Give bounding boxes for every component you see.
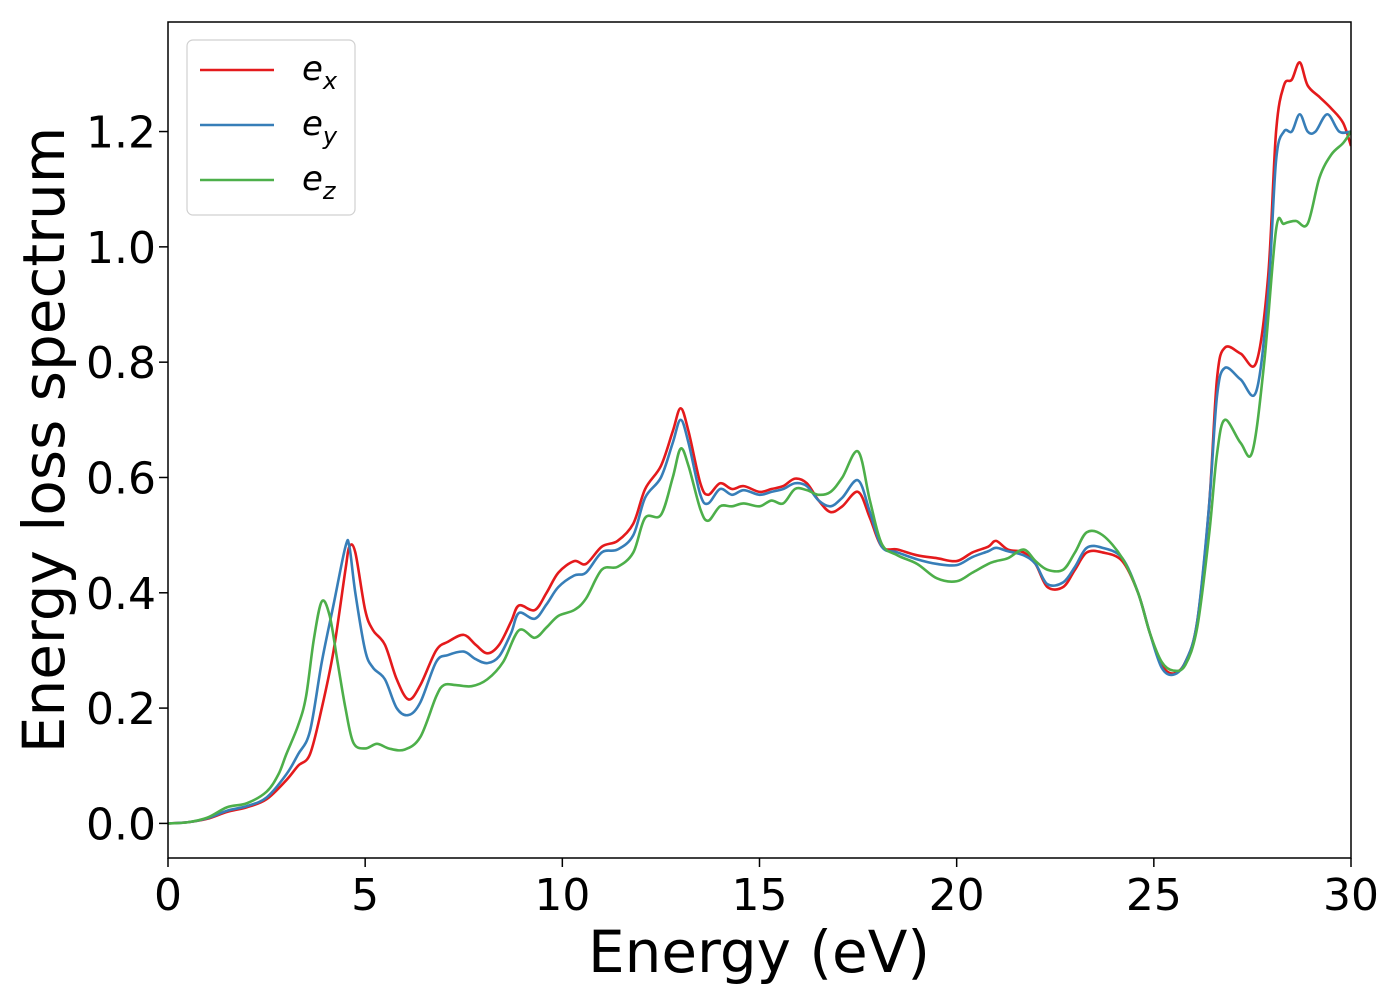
y-tick-label: 0.8 [86,338,156,389]
y-tick-label: 0.4 [86,569,156,620]
x-tick-label: 10 [534,870,590,921]
x-tick-label: 25 [1126,870,1182,921]
y-tick-label: 0.6 [86,453,156,504]
x-axis-label: Energy (eV) [588,918,930,986]
x-tick-label: 30 [1323,870,1379,921]
legend-frame [186,39,356,216]
plot-lines [168,61,1351,825]
y-tick-label: 1.2 [86,108,156,159]
y-axis-label: Energy loss spectrum [10,127,78,753]
x-tick-label: 20 [929,870,985,921]
y-axis: 0.0 0.2 0.4 0.6 0.8 1.0 1.2 [86,108,168,850]
x-tick-label: 0 [154,870,182,921]
y-tick-label: 0.2 [86,684,156,735]
y-tick-label: 0.0 [86,799,156,850]
y-tick-label: 1.0 [86,223,156,274]
series-line-e-z [168,130,1351,825]
x-tick-label: 5 [351,870,379,921]
series-line-e-y [168,112,1351,825]
legend-label: ez [302,159,337,205]
x-axis: 0 5 10 15 20 25 30 [154,858,1379,921]
x-tick-label: 15 [732,870,788,921]
